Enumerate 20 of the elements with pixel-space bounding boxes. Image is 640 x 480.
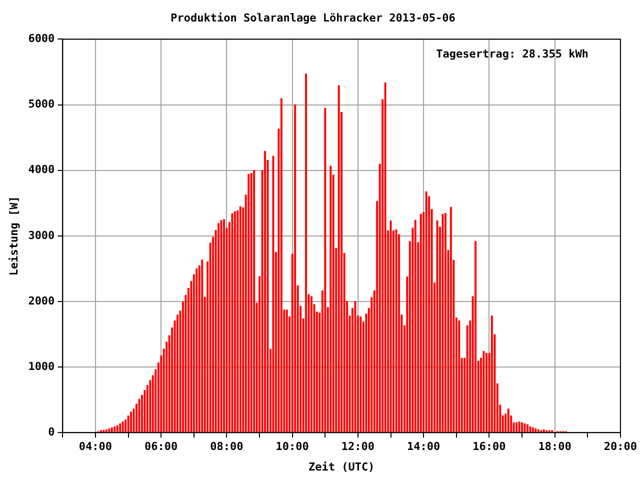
- y-tick-label: 0: [48, 425, 55, 438]
- x-tick-label: 18:00: [538, 440, 572, 454]
- y-tick-label: 5000: [28, 98, 55, 111]
- y-tick-label: 6000: [28, 32, 55, 46]
- y-tick-label: 1000: [28, 360, 55, 373]
- x-tick-label: 08:00: [210, 440, 244, 454]
- y-axis-title: Leistung [W]: [7, 196, 20, 276]
- x-tick-label: 14:00: [407, 440, 440, 454]
- chart-title: Produktion Solaranlage Löhracker 2013-05-06: [170, 11, 456, 24]
- x-tick-label: 10:00: [276, 440, 309, 454]
- annotation: Tagesertrag: 28.355 kWh: [436, 48, 588, 61]
- y-tick-label: 4000: [28, 163, 55, 176]
- x-axis-title: Zeit (UTC): [308, 460, 375, 474]
- x-tick-label: 12:00: [341, 440, 375, 454]
- x-tick-label: 20:00: [604, 440, 638, 454]
- x-tick-label: 16:00: [472, 440, 506, 454]
- y-tick-label: 3000: [28, 228, 55, 242]
- y-tick-label: 2000: [28, 294, 55, 308]
- x-tick-label: 06:00: [144, 440, 178, 454]
- x-tick-label: 04:00: [78, 440, 112, 454]
